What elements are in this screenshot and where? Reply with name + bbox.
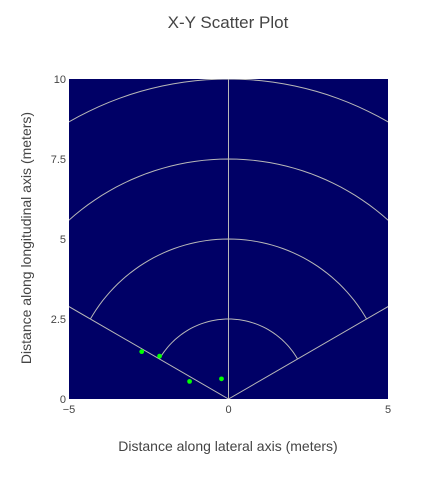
overlay-ray (69, 306, 229, 399)
y-axis-ticks: 0 2.5 5 7.5 10 (51, 74, 66, 406)
data-point (219, 376, 224, 382)
x-tick-label: 5 (385, 404, 391, 416)
x-tick-label: −5 (63, 404, 76, 416)
y-tick-label: 2.5 (51, 314, 66, 326)
data-point (157, 353, 162, 359)
overlay-ray (228, 306, 388, 399)
y-tick-label: 5 (60, 234, 66, 246)
y-tick-label: 10 (54, 74, 66, 86)
x-axis-title: Distance along lateral axis (meters) (118, 438, 337, 454)
x-axis-ticks: −5 0 5 (63, 404, 391, 416)
data-point (139, 349, 145, 355)
data-point (187, 379, 192, 384)
overlay-arc (89, 238, 368, 320)
overlay-arc (69, 158, 388, 221)
overlay-arc (159, 318, 298, 360)
radial-overlay (69, 79, 388, 399)
x-tick-label: 0 (225, 404, 231, 416)
y-axis-title: Distance along longitudinal axis (meters… (18, 112, 34, 364)
y-tick-label: 7.5 (51, 154, 66, 166)
data-points (139, 349, 224, 384)
chart-title: X-Y Scatter Plot (168, 13, 289, 32)
y-tick-label: 0 (60, 394, 66, 406)
